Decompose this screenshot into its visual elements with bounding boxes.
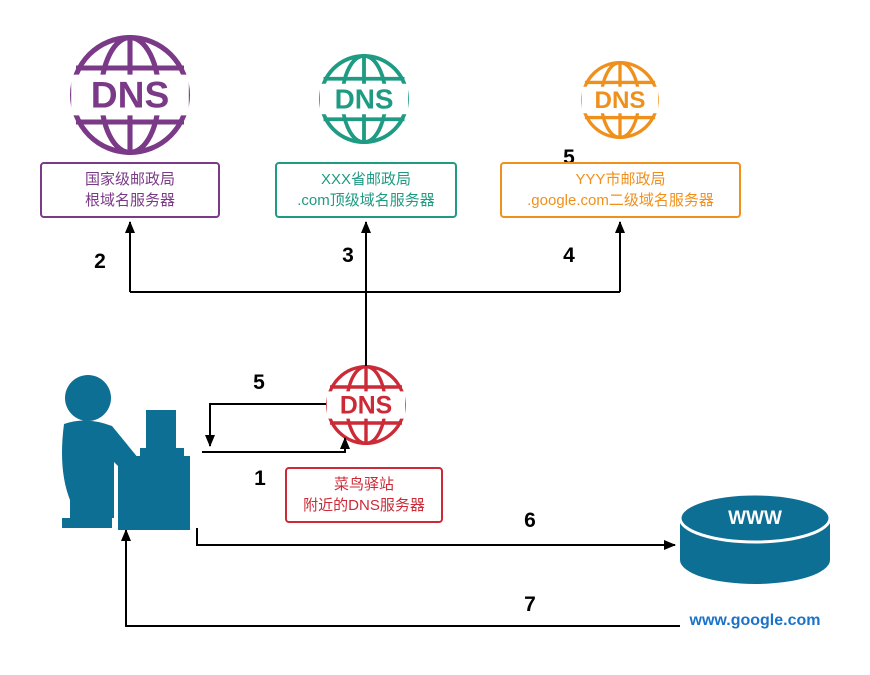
local-dns-line2: 附近的DNS服务器: [303, 497, 425, 514]
local-dns-globe-icon: DNS: [326, 365, 406, 445]
query-arrow-line: [202, 437, 350, 453]
tld-server-line2: .com顶级域名服务器: [297, 192, 435, 209]
globe-outline: [326, 365, 406, 445]
root-server-line2: 根域名服务器: [84, 192, 175, 209]
second-level-server-line1: YYY市邮政局: [575, 171, 666, 188]
website-url-link[interactable]: www.google.com: [689, 612, 821, 629]
tld-server-line1: XXX省邮政局: [320, 171, 411, 188]
step-2-label: 2: [94, 250, 106, 273]
globe-label-band: [581, 86, 659, 114]
globe-label-band: [71, 74, 189, 116]
second-level-server-line2: .google.com二级域名服务器: [527, 192, 714, 209]
root-server-line1: 国家级邮政局: [84, 171, 175, 188]
dns-globe-label: DNS: [91, 74, 170, 116]
dns-globe-label: DNS: [340, 392, 392, 419]
step-5-answer-label: 5: [253, 371, 265, 394]
step-4-label: 4: [563, 244, 575, 267]
www-label: WWW: [728, 508, 782, 529]
globe-label-band: [326, 391, 406, 419]
query-connector-lines: [121, 221, 680, 627]
second-level-server-box: YYY市邮政局 .google.com二级域名服务器: [500, 162, 741, 218]
second-level-dns-globe-icon: DNS: [581, 61, 659, 139]
response-arrow-line: [121, 529, 680, 627]
local-dns-box: 菜鸟驿站 附近的DNS服务器: [285, 467, 443, 523]
request-arrow-line: [196, 528, 676, 550]
step-3-label: 3: [342, 244, 354, 267]
www-server-icon: WWW: [678, 492, 832, 584]
step-1-label: 1: [254, 467, 266, 490]
tld-dns-globe-icon: DNS: [318, 53, 410, 145]
dns-globe-label: DNS: [594, 87, 645, 114]
root-server-box: 国家级邮政局 根域名服务器: [40, 162, 220, 218]
local-dns-line1: 菜鸟驿站: [333, 476, 394, 493]
step-6-label: 6: [524, 509, 536, 532]
root-dns-globe-icon: DNS: [69, 34, 191, 156]
globe-label-band: [319, 83, 409, 115]
user-computer-icon: [62, 375, 190, 530]
step-7-label: 7: [524, 593, 536, 616]
answer-arrow-line: [205, 403, 326, 447]
dns-globe-label: DNS: [335, 83, 394, 114]
tld-server-box: XXX省邮政局 .com顶级域名服务器: [275, 162, 457, 218]
